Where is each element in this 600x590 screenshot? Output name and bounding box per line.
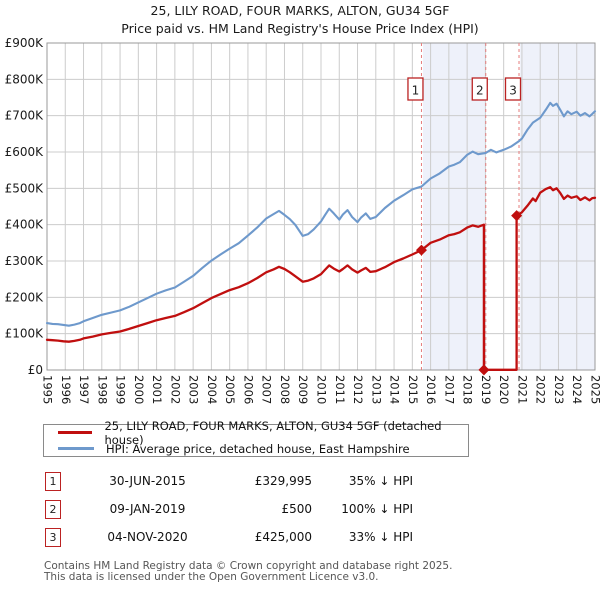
x-axis-tick-label: 2023 xyxy=(552,375,566,404)
x-axis-tick-label: 2000 xyxy=(132,375,146,404)
property-line-swatch xyxy=(58,431,93,434)
sale-hpi-delta: 35% ↓ HPI xyxy=(348,474,413,488)
sale-number-badge: 2 xyxy=(45,500,61,519)
sale-label-number-1: 1 xyxy=(412,84,420,98)
x-axis-tick-label: 2012 xyxy=(351,375,365,404)
sale-price: £329,995 xyxy=(254,474,312,488)
sale-marker-diamond-2 xyxy=(478,364,490,376)
x-axis-tick-label: 1999 xyxy=(114,375,128,404)
sale-price: £425,000 xyxy=(254,530,312,544)
x-axis-tick-label: 2010 xyxy=(315,375,329,404)
property-price-line xyxy=(45,186,597,371)
legend-label: HPI: Average price, detached house, East… xyxy=(106,441,410,456)
x-axis-tick-label: 2020 xyxy=(497,375,511,404)
legend-item-property: 25, LILY ROAD, FOUR MARKS, ALTON, GU34 5… xyxy=(44,419,468,447)
sale-label-box-3 xyxy=(504,77,522,101)
x-axis-tick-label: 2025 xyxy=(589,375,600,404)
x-axis-tick-label: 2001 xyxy=(150,375,164,404)
sale-label-number-3: 3 xyxy=(509,84,517,98)
x-axis-tick-label: 2005 xyxy=(223,375,237,404)
x-axis-tick-label: 2022 xyxy=(534,375,548,404)
page-subtitle: Price paid vs. HM Land Registry's House … xyxy=(121,21,479,36)
legend-label: 25, LILY ROAD, FOUR MARKS, ALTON, GU34 5… xyxy=(104,418,442,447)
x-axis-tick-label: 2011 xyxy=(333,375,347,404)
licence-line: This data is licensed under the Open Gov… xyxy=(44,571,379,583)
chart-legend: 25, LILY ROAD, FOUR MARKS, ALTON, GU34 5… xyxy=(43,419,469,457)
sale-date: 04-NOV-2020 xyxy=(107,530,188,544)
x-axis-tick-label: 2007 xyxy=(260,375,274,404)
sale-price: £500 xyxy=(281,502,312,516)
x-axis-tick-label: 2019 xyxy=(479,375,493,404)
y-axis-tick-label: £200K xyxy=(5,290,45,304)
y-axis-tick-label: £100K xyxy=(5,327,45,341)
hpi-line-swatch xyxy=(58,447,94,450)
transaction-row-1: 1 30-JUN-2015 £329,995 35% ↓ HPI xyxy=(45,472,413,491)
transaction-row-3: 3 04-NOV-2020 £425,000 33% ↓ HPI xyxy=(45,528,413,547)
x-axis-tick-label: 2006 xyxy=(241,375,255,404)
x-axis-tick-label: 2017 xyxy=(442,375,456,404)
legend-item-hpi: HPI: Average price, detached house, East… xyxy=(44,441,468,456)
y-axis-tick-label: £700K xyxy=(5,109,45,123)
x-axis-tick-label: 2014 xyxy=(388,375,402,404)
x-axis-tick-label: 2013 xyxy=(369,375,383,404)
transaction-row-2: 2 09-JAN-2019 £500 100% ↓ HPI xyxy=(45,500,413,519)
x-axis-tick-label: 2004 xyxy=(205,375,219,404)
sale-hpi-delta: 33% ↓ HPI xyxy=(348,530,413,544)
y-axis-tick-label: £0 xyxy=(28,363,43,377)
x-axis-tick-label: 2003 xyxy=(187,375,201,404)
sale-label-box-1 xyxy=(407,77,424,101)
hpi-line xyxy=(45,101,597,327)
sale-date: 30-JUN-2015 xyxy=(109,474,186,488)
sale-marker-diamond-1 xyxy=(415,244,427,256)
y-axis-tick-label: £600K xyxy=(5,145,45,159)
sale-number-badge: 3 xyxy=(45,528,61,547)
y-axis-tick-label: £800K xyxy=(5,72,45,86)
y-axis-tick-label: £400K xyxy=(5,218,45,232)
y-axis-tick-label: £500K xyxy=(5,181,45,195)
x-axis-tick-label: 2002 xyxy=(168,375,182,404)
x-axis-tick-label: 2018 xyxy=(461,375,475,404)
sale-label-box-2 xyxy=(471,77,488,101)
x-axis-tick-label: 2021 xyxy=(515,375,529,404)
x-axis-tick-label: 1995 xyxy=(41,375,55,404)
x-axis-tick-label: 2016 xyxy=(424,375,438,404)
sale-hpi-delta: 100% ↓ HPI xyxy=(341,502,413,516)
y-axis-tick-label: £900K xyxy=(5,36,45,50)
x-axis-tick-label: 2009 xyxy=(296,375,310,404)
x-axis-tick-label: 2015 xyxy=(406,375,420,404)
sale-number-badge: 1 xyxy=(45,472,61,491)
x-axis-tick-label: 1997 xyxy=(77,375,91,404)
price-history-chart: 1 2 3 £0 £100K £200K £300K £400K £500K £600K £700K… xyxy=(5,36,600,404)
page-title: 25, LILY ROAD, FOUR MARKS, ALTON, GU34 5… xyxy=(150,3,450,18)
ownership-period-shade xyxy=(520,43,595,370)
x-axis-tick-label: 1996 xyxy=(59,375,73,404)
x-axis-tick-label: 2024 xyxy=(570,375,584,404)
x-axis-tick-label: 2008 xyxy=(278,375,292,404)
y-axis-tick-label: £300K xyxy=(5,254,45,268)
x-axis-tick-label: 1998 xyxy=(95,375,109,404)
sale-label-number-2: 2 xyxy=(476,84,484,98)
sale-date: 09-JAN-2019 xyxy=(109,502,186,516)
plot-border xyxy=(46,42,596,371)
sale-marker-diamond-3 xyxy=(511,210,523,222)
copyright-line: Contains HM Land Registry data © Crown c… xyxy=(44,560,453,572)
